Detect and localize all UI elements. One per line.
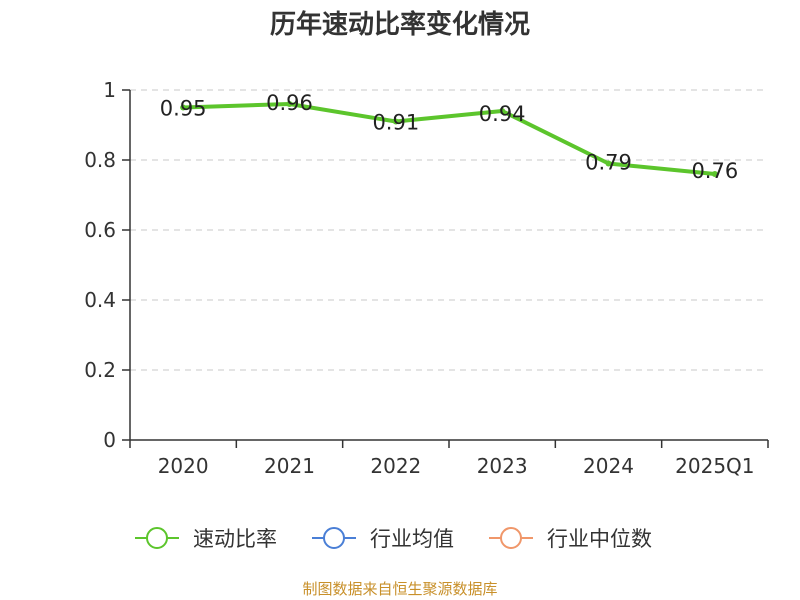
legend-label: 行业均值 (370, 527, 454, 551)
legend-item: 速动比率 (135, 527, 277, 551)
series-line-quick-ratio (181, 102, 717, 176)
x-tick-label: 2022 (370, 454, 421, 478)
x-tick-label: 2025Q1 (675, 454, 754, 478)
y-ticks: 0 0.2 0.4 0.6 0.8 1 (84, 78, 116, 452)
legend-label: 速动比率 (193, 527, 277, 551)
legend: 速动比率 行业均值 行业中位数 (135, 527, 652, 551)
y-tick-label: 0.6 (84, 218, 116, 242)
legend-item: 行业均值 (312, 527, 454, 551)
data-label: 0.96 (266, 91, 313, 115)
y-tick-label: 1 (103, 78, 116, 102)
y-tick-label: 0.8 (84, 148, 116, 172)
series (180, 101, 718, 177)
data-point (605, 160, 612, 167)
data-label: 0.79 (585, 151, 632, 175)
data-point (180, 104, 187, 111)
chart-title: 历年速动比率变化情况 (270, 9, 530, 40)
y-tick-label: 0 (103, 428, 116, 452)
data-label: 0.91 (372, 111, 419, 135)
data-point (499, 108, 506, 114)
data-point (392, 118, 399, 125)
legend-marker (146, 527, 168, 549)
legend-marker (323, 527, 345, 549)
data-point (286, 101, 293, 107)
x-tick-label: 2023 (477, 454, 528, 478)
source-text: 制图数据来自恒生聚源数据库 (302, 580, 497, 598)
y-tick-label: 0.4 (84, 288, 116, 312)
axes (122, 89, 769, 448)
legend-label: 行业中位数 (547, 527, 652, 551)
data-labels: 0.95 0.96 0.91 0.94 0.79 0.76 (160, 91, 738, 183)
x-ticks: 2020 2021 2022 2023 2024 2025Q1 (158, 454, 755, 478)
data-point (711, 171, 718, 177)
data-label: 0.94 (479, 102, 526, 126)
legend-item: 行业中位数 (489, 527, 652, 551)
data-label: 0.76 (691, 159, 738, 183)
x-tick-label: 2024 (583, 454, 634, 478)
y-tick-label: 0.2 (84, 358, 116, 382)
grid (130, 89, 768, 371)
data-label: 0.95 (160, 97, 207, 121)
x-tick-label: 2021 (264, 454, 315, 478)
legend-marker (500, 527, 522, 549)
x-tick-label: 2020 (158, 454, 209, 478)
